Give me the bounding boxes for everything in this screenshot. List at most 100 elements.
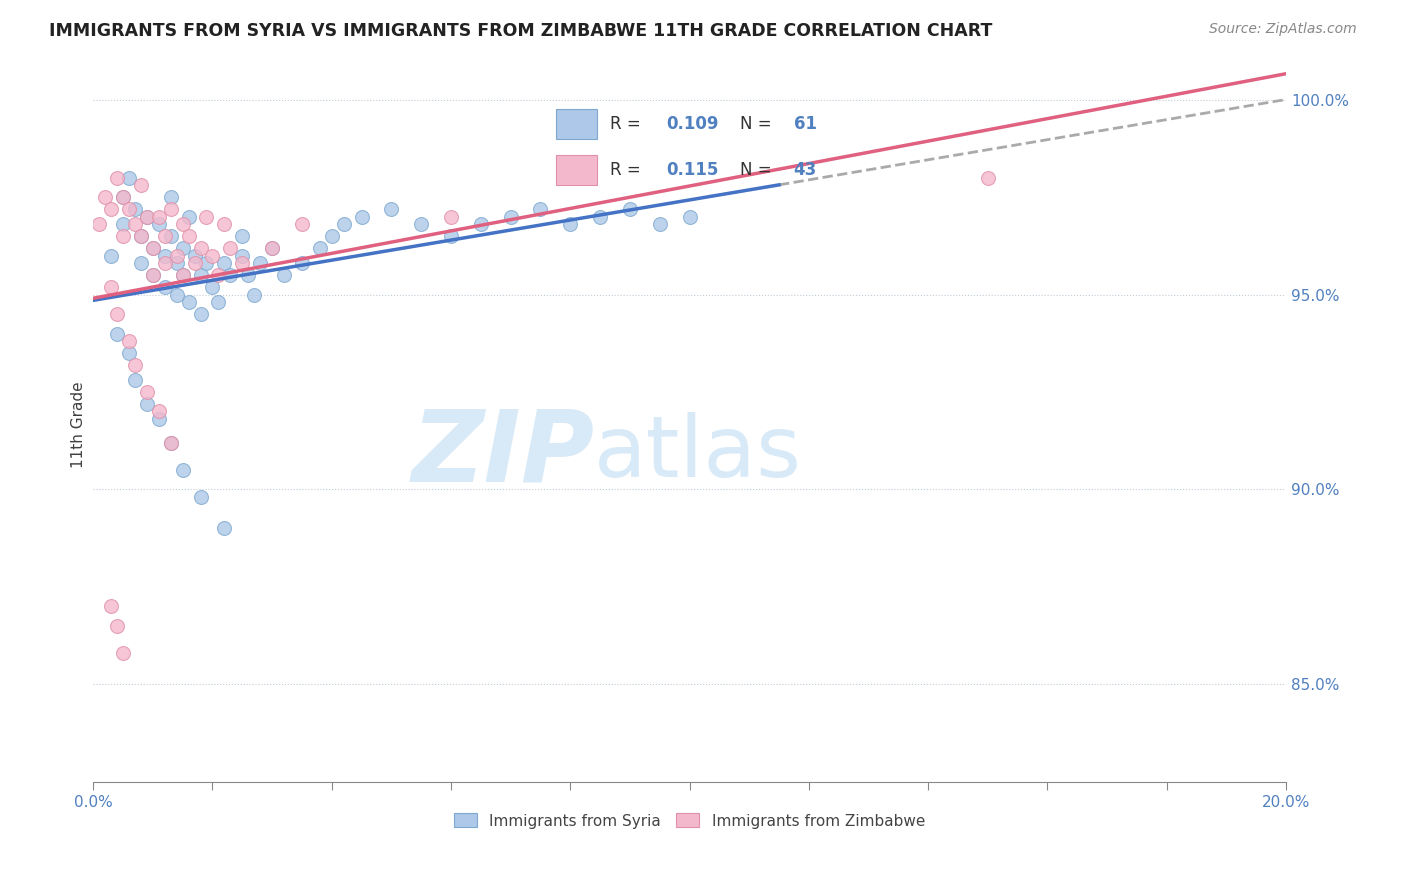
Point: [190, 307, 212, 321]
Point: [159, 435, 181, 450]
Point: [195, 210, 218, 224]
Point: [190, 268, 212, 282]
Point: [172, 218, 194, 232]
Point: [350, 210, 373, 224]
Point: [105, 170, 128, 185]
Point: [111, 229, 134, 244]
Point: [291, 218, 314, 232]
Point: [129, 229, 152, 244]
Point: [94, 190, 117, 204]
Point: [560, 218, 582, 232]
Point: [111, 218, 134, 232]
Point: [183, 256, 205, 270]
Point: [201, 249, 224, 263]
Point: [177, 295, 200, 310]
Point: [148, 404, 170, 418]
Point: [135, 384, 157, 399]
Point: [159, 190, 181, 204]
Point: [529, 202, 551, 216]
Point: [589, 210, 612, 224]
Point: [440, 229, 463, 244]
Point: [118, 202, 141, 216]
Text: atlas: atlas: [595, 412, 803, 495]
Point: [142, 241, 165, 255]
Point: [129, 256, 152, 270]
Point: [153, 249, 176, 263]
Point: [148, 412, 170, 426]
Point: [678, 210, 700, 224]
Point: [111, 646, 134, 660]
Point: [380, 202, 402, 216]
Point: [135, 210, 157, 224]
Point: [142, 268, 165, 282]
Point: [440, 210, 463, 224]
Point: [100, 249, 122, 263]
Point: [148, 218, 170, 232]
Point: [214, 521, 236, 535]
Point: [100, 599, 122, 614]
Point: [124, 218, 146, 232]
Point: [219, 241, 242, 255]
Point: [291, 256, 314, 270]
Point: [159, 202, 181, 216]
Point: [142, 268, 165, 282]
Point: [238, 268, 260, 282]
Point: [100, 202, 122, 216]
Point: [648, 218, 671, 232]
Text: Source: ZipAtlas.com: Source: ZipAtlas.com: [1209, 22, 1357, 37]
Point: [172, 241, 194, 255]
Point: [142, 241, 165, 255]
Point: [159, 435, 181, 450]
Point: [190, 241, 212, 255]
Point: [214, 256, 236, 270]
Point: [105, 326, 128, 341]
Point: [499, 210, 522, 224]
Point: [262, 241, 284, 255]
Point: [243, 287, 266, 301]
Point: [111, 190, 134, 204]
Point: [159, 229, 181, 244]
Point: [105, 307, 128, 321]
Point: [153, 256, 176, 270]
Point: [219, 268, 242, 282]
Point: [177, 210, 200, 224]
Point: [166, 256, 188, 270]
Point: [231, 249, 253, 263]
Point: [135, 397, 157, 411]
Point: [124, 202, 146, 216]
Y-axis label: 11th Grade: 11th Grade: [72, 382, 86, 468]
Point: [129, 178, 152, 193]
Point: [124, 358, 146, 372]
Point: [118, 334, 141, 349]
Point: [153, 279, 176, 293]
Point: [183, 249, 205, 263]
Point: [249, 256, 271, 270]
Point: [273, 268, 295, 282]
Text: ZIP: ZIP: [411, 405, 595, 502]
Point: [231, 256, 253, 270]
Point: [100, 279, 122, 293]
Point: [470, 218, 492, 232]
Point: [166, 287, 188, 301]
Point: [411, 218, 433, 232]
Point: [190, 490, 212, 504]
Point: [308, 241, 330, 255]
Point: [148, 210, 170, 224]
Point: [135, 210, 157, 224]
Point: [172, 268, 194, 282]
Point: [129, 229, 152, 244]
Point: [207, 268, 229, 282]
Point: [231, 229, 253, 244]
Point: [332, 218, 354, 232]
Point: [166, 249, 188, 263]
Point: [214, 218, 236, 232]
Point: [977, 170, 1000, 185]
Point: [207, 295, 229, 310]
Legend: Immigrants from Syria, Immigrants from Zimbabwe: Immigrants from Syria, Immigrants from Z…: [449, 807, 931, 835]
Point: [321, 229, 343, 244]
Point: [172, 268, 194, 282]
Point: [124, 373, 146, 387]
Point: [262, 241, 284, 255]
Text: IMMIGRANTS FROM SYRIA VS IMMIGRANTS FROM ZIMBABWE 11TH GRADE CORRELATION CHART: IMMIGRANTS FROM SYRIA VS IMMIGRANTS FROM…: [49, 22, 993, 40]
Point: [111, 190, 134, 204]
